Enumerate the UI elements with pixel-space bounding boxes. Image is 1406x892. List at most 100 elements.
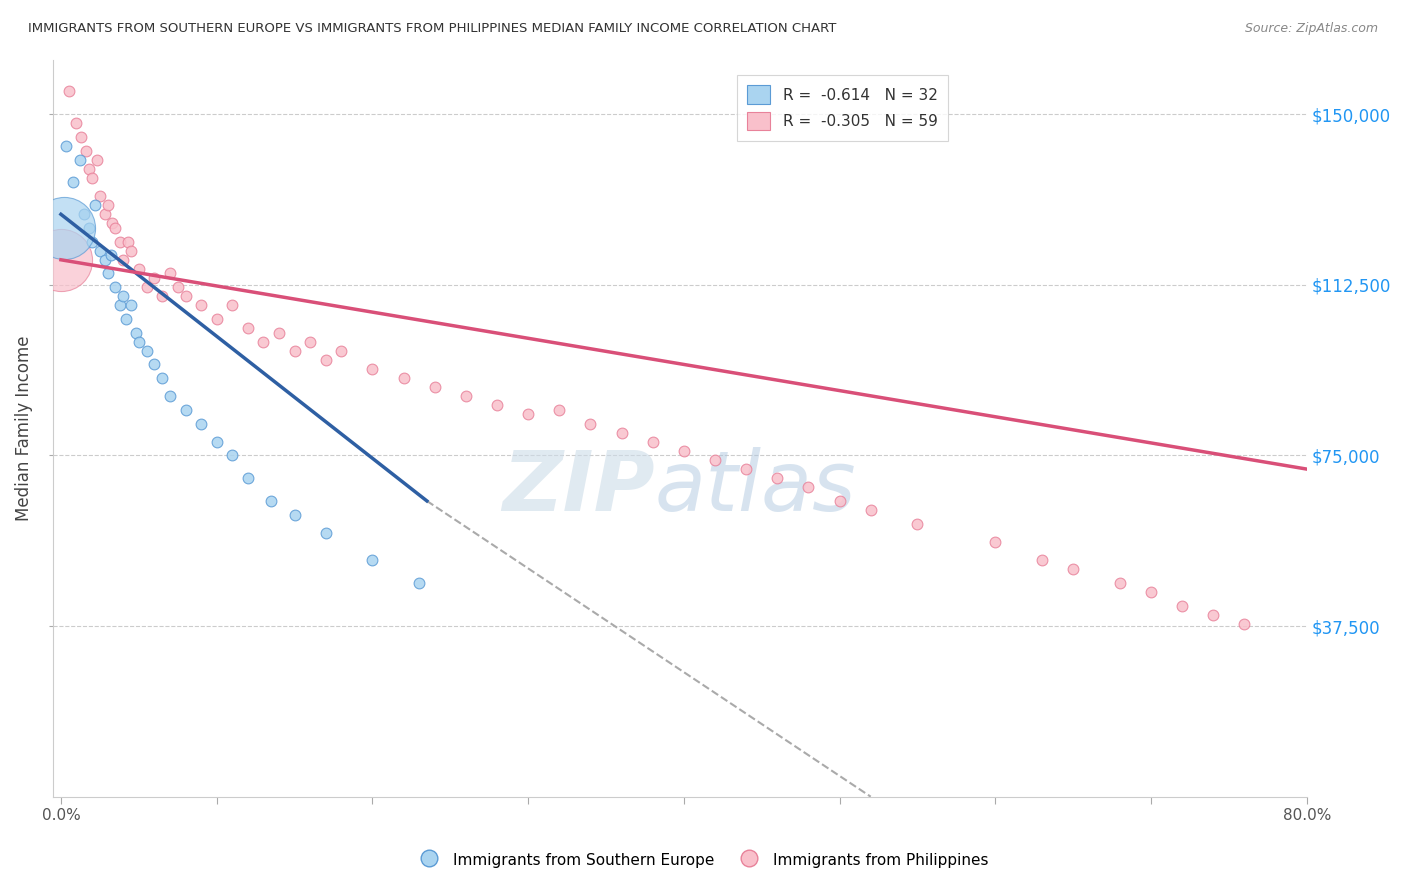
Point [361, 553, 384, 567]
Point [283, 508, 305, 522]
Point [485, 398, 508, 412]
Point [1233, 616, 1256, 631]
Point [124, 326, 146, 340]
Point [1062, 562, 1084, 576]
Point [610, 425, 633, 440]
Point [97, 198, 120, 212]
Point [62, 176, 84, 190]
Point [135, 343, 157, 358]
Point [112, 289, 135, 303]
Point [859, 503, 882, 517]
Point [70, 130, 93, 145]
Point [101, 216, 124, 230]
Point [517, 408, 540, 422]
Point [315, 525, 337, 540]
Point [89, 189, 111, 203]
Point [174, 289, 197, 303]
Point [73, 207, 96, 221]
Point [86, 153, 108, 167]
Point [454, 389, 477, 403]
Point [128, 334, 150, 349]
Point [108, 235, 131, 249]
Point [93, 207, 115, 221]
Point [907, 516, 929, 531]
Point [89, 244, 111, 258]
Point [1202, 607, 1225, 622]
Point [135, 280, 157, 294]
Text: ZIP: ZIP [502, 447, 655, 527]
Point [315, 352, 337, 367]
Point [80, 170, 103, 185]
Point [221, 298, 243, 312]
Point [150, 289, 173, 303]
Point [166, 280, 188, 294]
Point [120, 298, 142, 312]
Point [267, 326, 290, 340]
Point [49, 252, 72, 267]
Point [283, 343, 305, 358]
Point [69, 153, 91, 167]
Point [797, 480, 820, 494]
Point [150, 371, 173, 385]
Point [735, 462, 758, 476]
Point [299, 334, 322, 349]
Point [115, 312, 138, 326]
Point [97, 267, 120, 281]
Point [392, 371, 415, 385]
Point [1031, 553, 1053, 567]
Point [104, 221, 127, 235]
Point [221, 449, 243, 463]
Point [58, 85, 80, 99]
Point [128, 261, 150, 276]
Text: Source: ZipAtlas.com: Source: ZipAtlas.com [1244, 22, 1378, 36]
Point [100, 248, 122, 262]
Point [361, 362, 384, 376]
Point [330, 343, 353, 358]
Point [423, 380, 446, 394]
Point [143, 358, 166, 372]
Point [159, 389, 181, 403]
Point [77, 161, 100, 176]
Point [174, 403, 197, 417]
Point [260, 494, 283, 508]
Point [672, 443, 695, 458]
Point [75, 144, 97, 158]
Text: IMMIGRANTS FROM SOUTHERN EUROPE VS IMMIGRANTS FROM PHILIPPINES MEDIAN FAMILY INC: IMMIGRANTS FROM SOUTHERN EUROPE VS IMMIG… [28, 22, 837, 36]
Point [143, 271, 166, 285]
Y-axis label: Median Family Income: Median Family Income [15, 335, 32, 521]
Point [205, 312, 228, 326]
Point [252, 334, 274, 349]
Point [236, 471, 259, 485]
Point [828, 494, 851, 508]
Point [80, 235, 103, 249]
Point [236, 321, 259, 335]
Point [1140, 585, 1163, 599]
Point [93, 252, 115, 267]
Point [120, 244, 142, 258]
Point [205, 434, 228, 449]
Point [704, 453, 727, 467]
Point [65, 116, 87, 130]
Point [641, 434, 664, 449]
Point [190, 417, 212, 431]
Point [117, 235, 139, 249]
Point [108, 298, 131, 312]
Point [579, 417, 602, 431]
Point [766, 471, 789, 485]
Point [408, 575, 430, 590]
Point [159, 267, 181, 281]
Legend: R =  -0.614   N = 32, R =  -0.305   N = 59: R = -0.614 N = 32, R = -0.305 N = 59 [737, 75, 948, 141]
Point [984, 534, 1007, 549]
Point [548, 403, 571, 417]
Point [112, 252, 135, 267]
Text: atlas: atlas [655, 447, 856, 527]
Point [53, 221, 76, 235]
Legend: Immigrants from Southern Europe, Immigrants from Philippines: Immigrants from Southern Europe, Immigra… [412, 845, 994, 875]
Point [190, 298, 212, 312]
Point [104, 280, 127, 294]
Point [1109, 575, 1132, 590]
Point [55, 139, 77, 153]
Point [1171, 599, 1194, 613]
Point [77, 221, 100, 235]
Point [84, 198, 107, 212]
